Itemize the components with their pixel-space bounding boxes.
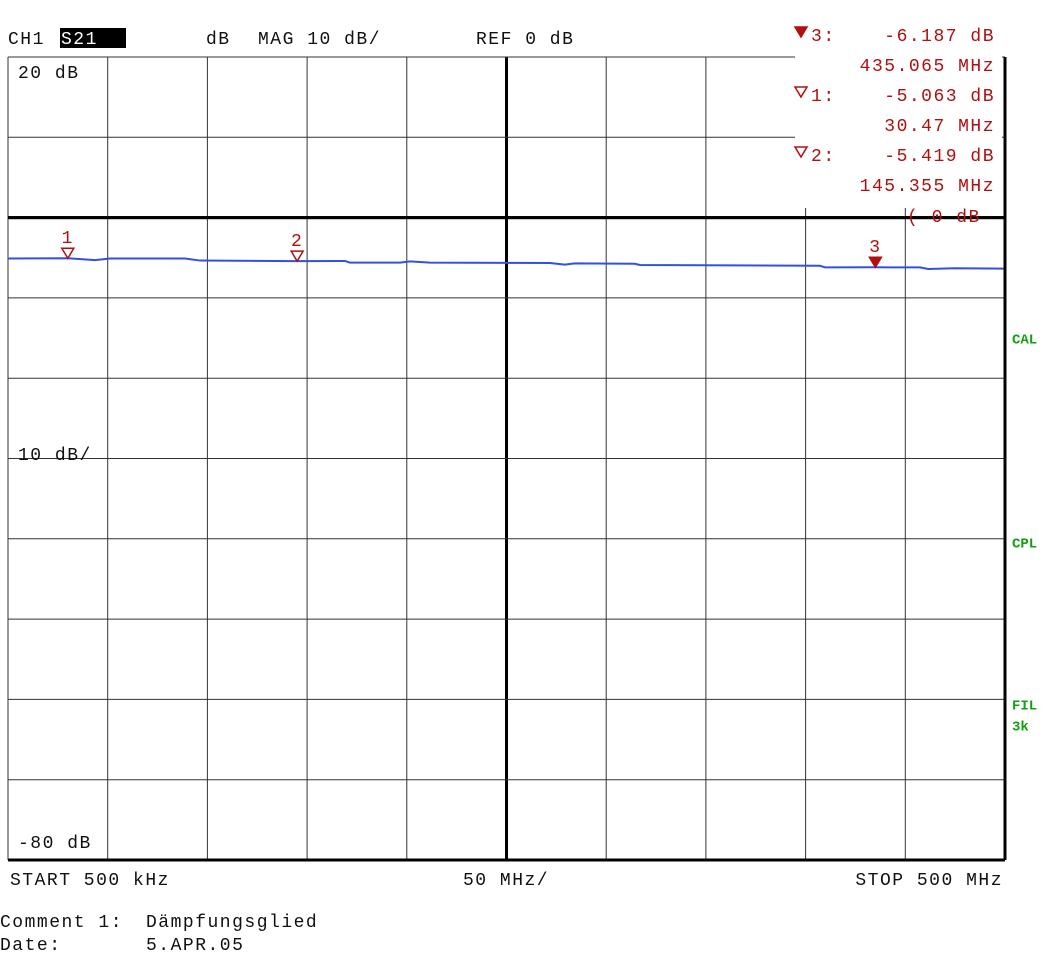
- y-tick-label: -80 dB: [18, 834, 92, 854]
- marker-label: 3: [869, 238, 881, 258]
- marker: [868, 256, 883, 269]
- parameter: S21: [61, 30, 98, 50]
- x-start-label: START 500 kHz: [10, 871, 170, 891]
- marker-label: 2: [291, 232, 303, 252]
- readout-colon: :: [823, 87, 835, 107]
- parameter-highlight: [60, 28, 126, 48]
- comment: Dämpfungsglied: [146, 913, 318, 933]
- side-label: CAL: [1012, 333, 1037, 349]
- readout-value: -6.187 dB: [884, 27, 995, 47]
- readout-symbol: [793, 146, 809, 159]
- reference: REF 0 dB: [476, 30, 574, 50]
- side-label: 3k: [1012, 720, 1029, 736]
- x-stop-label: STOP 500 MHz: [855, 871, 1003, 891]
- readout-colon: :: [823, 27, 835, 47]
- unit: dB: [206, 30, 231, 50]
- date-label: Date:: [0, 936, 62, 956]
- y-scale-label: 10 dB/: [18, 446, 92, 466]
- readout-frequency: 145.355 MHz: [860, 177, 995, 197]
- readout-name: 2: [811, 147, 823, 167]
- readout-colon: :: [823, 147, 835, 167]
- readout-frequency: 435.065 MHz: [860, 57, 995, 77]
- side-label: CPL: [1012, 537, 1037, 553]
- side-label: FIL: [1012, 699, 1037, 715]
- ref-annotation: ( 0 dB: [907, 208, 981, 228]
- readout-symbol: [793, 86, 809, 99]
- readout-name: 3: [811, 27, 823, 47]
- marker: [60, 247, 76, 260]
- x-center-label: 50 MHz/: [463, 871, 549, 891]
- channel: CH1: [8, 30, 45, 50]
- date: 5.APR.05: [146, 936, 244, 956]
- readout-name: 1: [811, 87, 823, 107]
- marker-label: 1: [62, 229, 74, 249]
- comment-label: Comment 1:: [0, 913, 123, 933]
- plot: ( 0 dB 3 3: -6.187 dB 435.065 MHz 1 1: -5.063 d…: [7, 20, 1007, 860]
- readout-frequency: 30.47 MHz: [884, 117, 995, 137]
- trace: [7, 257, 1006, 270]
- readout-value: -5.419 dB: [884, 147, 995, 167]
- readout-symbol: [793, 26, 809, 39]
- y-tick-label: 20 dB: [18, 64, 80, 84]
- readout-value: -5.063 dB: [884, 87, 995, 107]
- marker: [289, 250, 305, 263]
- format: MAG 10 dB/: [258, 30, 381, 50]
- readout-panel: [795, 20, 1002, 208]
